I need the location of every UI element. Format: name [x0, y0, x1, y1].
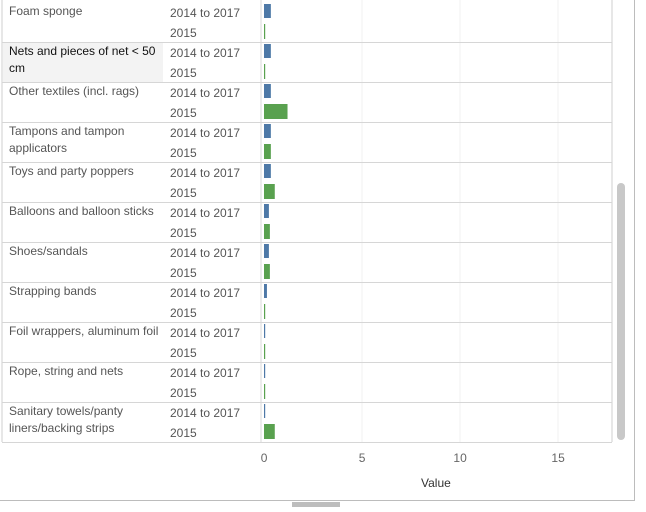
x-tick-label: 10	[453, 451, 467, 465]
series-label: 2015	[170, 186, 197, 200]
bar	[264, 244, 269, 258]
series-label: 2014 to 2017	[170, 86, 241, 100]
series-label: 2014 to 2017	[170, 326, 241, 340]
row-highlight	[3, 43, 163, 82]
series-label: 2015	[170, 26, 197, 40]
series-label: 2015	[170, 66, 197, 80]
category-label: Toys and party poppers	[9, 164, 134, 178]
category-label: Strapping bands	[9, 284, 97, 298]
series-label: 2014 to 2017	[170, 166, 241, 180]
bar	[264, 124, 271, 138]
bar	[264, 4, 271, 18]
bar	[264, 364, 266, 378]
bar	[264, 424, 275, 439]
category-label: Foam sponge	[9, 4, 83, 18]
category-label: Tampons and tampon applicators	[9, 124, 125, 155]
bar	[264, 24, 266, 39]
x-tick-label: 5	[358, 451, 366, 465]
bar	[264, 144, 271, 159]
bar	[264, 404, 266, 418]
bar	[264, 64, 266, 79]
bar	[264, 264, 270, 279]
series-label: 2014 to 2017	[170, 126, 241, 140]
category-label: Shoes/sandals	[9, 244, 88, 258]
bar	[264, 284, 267, 298]
x-tick-label: 0	[260, 451, 268, 465]
bar	[264, 44, 271, 58]
bar	[264, 324, 266, 338]
bar	[264, 384, 266, 399]
bar	[264, 304, 266, 319]
bar	[264, 184, 275, 199]
bar	[264, 204, 269, 218]
series-label: 2014 to 2017	[170, 6, 241, 20]
x-axis-label: Value	[421, 476, 451, 490]
series-label: 2015	[170, 146, 197, 160]
category-label: Nets and pieces of net < 50 cm	[9, 44, 156, 75]
series-label: 2014 to 2017	[170, 286, 241, 300]
bar	[264, 164, 271, 178]
category-label: Foil wrappers, aluminum foil	[9, 324, 159, 338]
series-label: 2014 to 2017	[170, 406, 241, 420]
category-label: Balloons and balloon sticks	[9, 204, 154, 218]
series-label: 2015	[170, 306, 197, 320]
series-label: 2015	[170, 386, 197, 400]
category-label: Sanitary towels/panty liners/backing str…	[9, 404, 124, 435]
bar	[264, 104, 288, 119]
category-label: Other textiles (incl. rags)	[9, 84, 140, 98]
series-label: 2015	[170, 266, 197, 280]
series-label: 2014 to 2017	[170, 46, 241, 60]
x-tick-label: 15	[551, 451, 565, 465]
series-label: 2014 to 2017	[170, 206, 241, 220]
bar	[264, 84, 271, 98]
series-label: 2015	[170, 346, 197, 360]
bottom-tab	[292, 502, 340, 507]
bar	[264, 344, 266, 359]
series-label: 2015	[170, 226, 197, 240]
series-label: 2014 to 2017	[170, 246, 241, 260]
scrollbar-thumb	[617, 183, 625, 440]
series-label: 2015	[170, 426, 197, 440]
bar	[264, 224, 270, 239]
category-label: Rope, string and nets	[9, 364, 124, 378]
series-label: 2015	[170, 106, 197, 120]
series-label: 2014 to 2017	[170, 366, 241, 380]
